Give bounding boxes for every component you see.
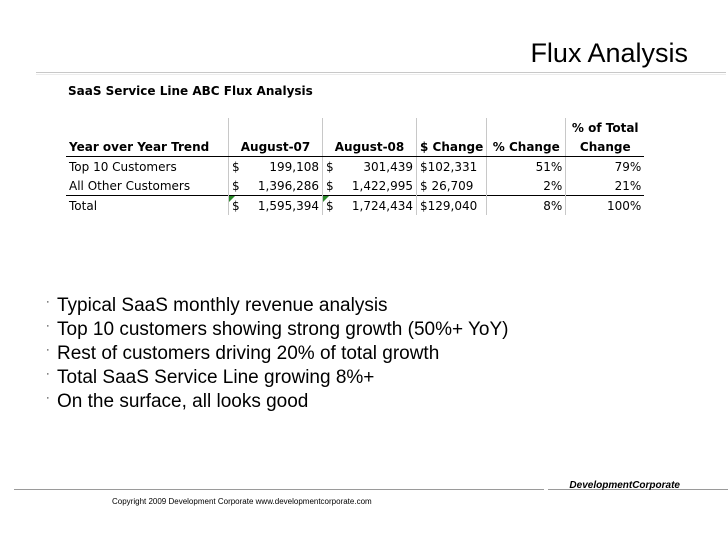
bullet-dot: · <box>46 320 50 332</box>
bullet-text: Typical SaaS monthly revenue analysis <box>57 295 388 316</box>
table-row: Top 10 Customers $199,108 $301,439 $102,… <box>66 156 644 176</box>
bullet-item: · Top 10 customers showing strong growth … <box>46 318 509 342</box>
header-cell-share: Change <box>565 137 645 157</box>
share-value: 79% <box>614 159 642 174</box>
header-cell <box>66 118 229 137</box>
bullet-dot: · <box>46 296 50 308</box>
brand-logo-text: DevelopmentCorporate <box>569 480 680 491</box>
header-cell <box>322 118 417 137</box>
bullet-dot: · <box>46 392 50 404</box>
currency-symbol: $ <box>326 159 334 174</box>
aug07-value: 1,595,394 <box>257 198 319 213</box>
bullet-text: Top 10 customers showing strong growth (… <box>57 319 509 340</box>
bullet-text: Rest of customers driving 20% of total g… <box>57 343 440 364</box>
sheet-title: SaaS Service Line ABC Flux Analysis <box>68 84 313 98</box>
bullet-item: · Typical SaaS monthly revenue analysis <box>46 294 509 318</box>
row-label: Top 10 Customers <box>66 156 229 176</box>
bullet-dot: · <box>46 368 50 380</box>
bullet-item: · Total SaaS Service Line growing 8%+ <box>46 366 509 390</box>
pct-change-value: 8% <box>486 195 567 215</box>
dollar-change-value: $ 26,709 <box>416 176 488 196</box>
slide-title: Flux Analysis <box>530 38 688 68</box>
header-cell-trend: Year over Year Trend <box>66 137 229 157</box>
share-value: 100% <box>565 195 645 215</box>
table-header-row-top: % of Total <box>66 118 644 137</box>
bullet-text: Total SaaS Service Line growing 8%+ <box>57 367 375 388</box>
aug07-value: 1,396,286 <box>257 178 319 193</box>
currency-symbol: $ <box>326 178 334 193</box>
bullet-list: · Typical SaaS monthly revenue analysis ·… <box>46 294 509 414</box>
aug08-value: 301,439 <box>363 159 413 174</box>
bullet-item: · On the surface, all looks good <box>46 390 509 414</box>
dollar-change-value: $102,331 <box>416 156 488 176</box>
header-cell-pct-change: % Change <box>486 137 567 157</box>
currency-symbol: $ <box>232 159 240 174</box>
header-cell <box>486 118 567 137</box>
bullet-text: On the surface, all looks good <box>57 391 309 412</box>
footer-divider-right <box>548 489 728 490</box>
flux-spreadsheet: SaaS Service Line ABC Flux Analysis % of… <box>66 78 648 228</box>
table-row-total: Total $1,595,394 $1,724,434 $129,040 8% … <box>66 195 645 215</box>
formula-warning-marker <box>229 196 235 202</box>
currency-symbol: $ <box>326 198 334 213</box>
bullet-item: · Rest of customers driving 20% of total … <box>46 342 509 366</box>
table-row: All Other Customers $1,396,286 $1,422,99… <box>66 176 644 196</box>
formula-warning-marker <box>323 196 329 202</box>
table-header-row: Year over Year Trend August-07 August-08… <box>66 137 645 157</box>
aug08-value: 1,724,434 <box>351 198 413 213</box>
flux-table: % of Total Year over Year Trend August-0… <box>66 118 645 215</box>
header-cell-dollar-change: $ Change <box>416 137 488 157</box>
title-divider-shadow <box>36 74 726 75</box>
footer-divider-left <box>14 489 544 490</box>
currency-symbol: $ <box>232 198 240 213</box>
pct-change-value: 51% <box>486 156 567 176</box>
row-label: Total <box>66 195 229 215</box>
aug07-value: 199,108 <box>269 159 319 174</box>
pct-change-value: 2% <box>486 176 567 196</box>
copyright-text: Copyright 2009 Development Corporate www… <box>112 497 372 506</box>
header-cell-aug08: August-08 <box>322 137 417 157</box>
share-value: 21% <box>614 178 642 193</box>
header-cell <box>228 118 323 137</box>
title-divider <box>36 72 726 73</box>
row-label: All Other Customers <box>66 176 229 196</box>
dollar-change-value: $129,040 <box>416 195 488 215</box>
header-cell-aug07: August-07 <box>228 137 323 157</box>
bullet-dot: · <box>46 344 50 356</box>
aug08-value: 1,422,995 <box>351 178 413 193</box>
header-cell <box>416 118 488 137</box>
header-cell-share-top: % of Total <box>571 120 639 135</box>
currency-symbol: $ <box>232 178 240 193</box>
